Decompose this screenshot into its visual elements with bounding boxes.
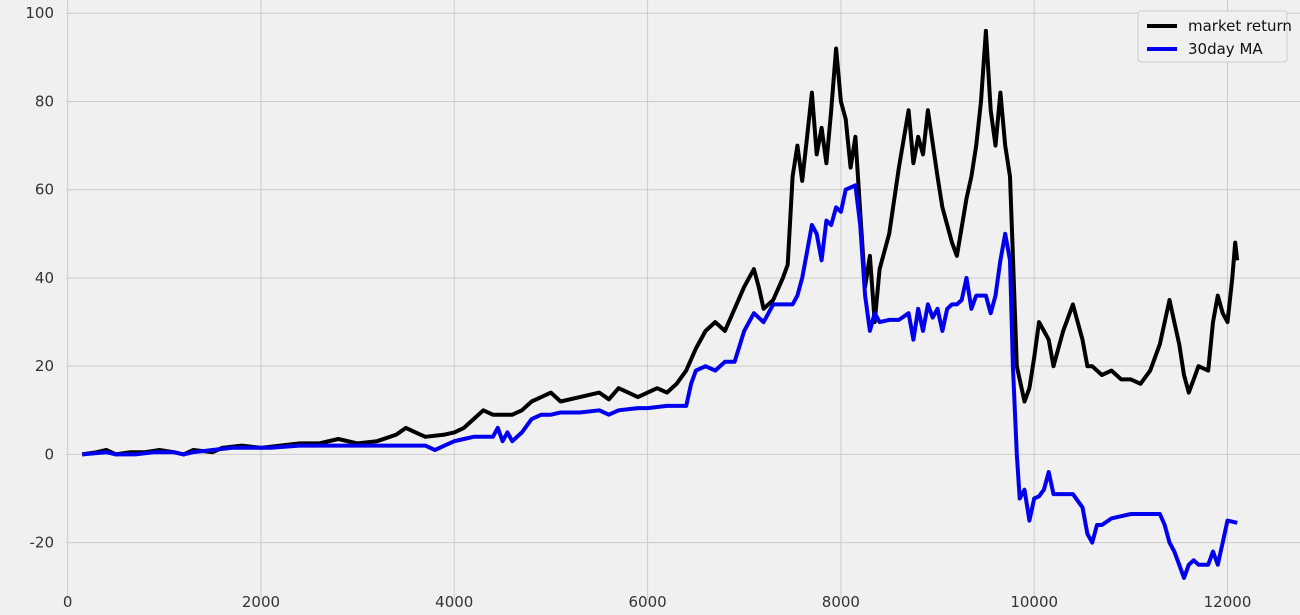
y-tick-label: 80 xyxy=(35,92,54,110)
x-tick-label: 4000 xyxy=(435,593,473,611)
y-tick-label: 60 xyxy=(35,181,54,199)
x-tick-label: 10000 xyxy=(1010,593,1058,611)
y-tick-label: -20 xyxy=(30,534,55,552)
y-tick-labels: -20 0 20 40 60 80 100 xyxy=(25,4,54,551)
x-tick-label: 8000 xyxy=(822,593,860,611)
y-tick-label: 0 xyxy=(44,445,54,463)
legend-label-30day-ma: 30day MA xyxy=(1188,40,1263,58)
x-tick-label: 12000 xyxy=(1204,593,1252,611)
y-tick-label: 20 xyxy=(35,357,54,375)
x-tick-label: 0 xyxy=(63,593,73,611)
series-line-market-return xyxy=(81,28,1240,457)
series-line-30day-ma xyxy=(82,183,1238,580)
y-tick-label: 40 xyxy=(35,269,54,287)
y-tick-label: 100 xyxy=(25,4,54,22)
x-tick-label: 6000 xyxy=(628,593,666,611)
legend-label-market-return: market return xyxy=(1188,17,1292,35)
x-tick-labels: 0 2000 4000 6000 8000 10000 12000 xyxy=(63,593,1251,611)
x-tick-label: 2000 xyxy=(242,593,280,611)
series-lines xyxy=(81,28,1240,580)
legend: market return 30day MA xyxy=(1137,10,1292,63)
